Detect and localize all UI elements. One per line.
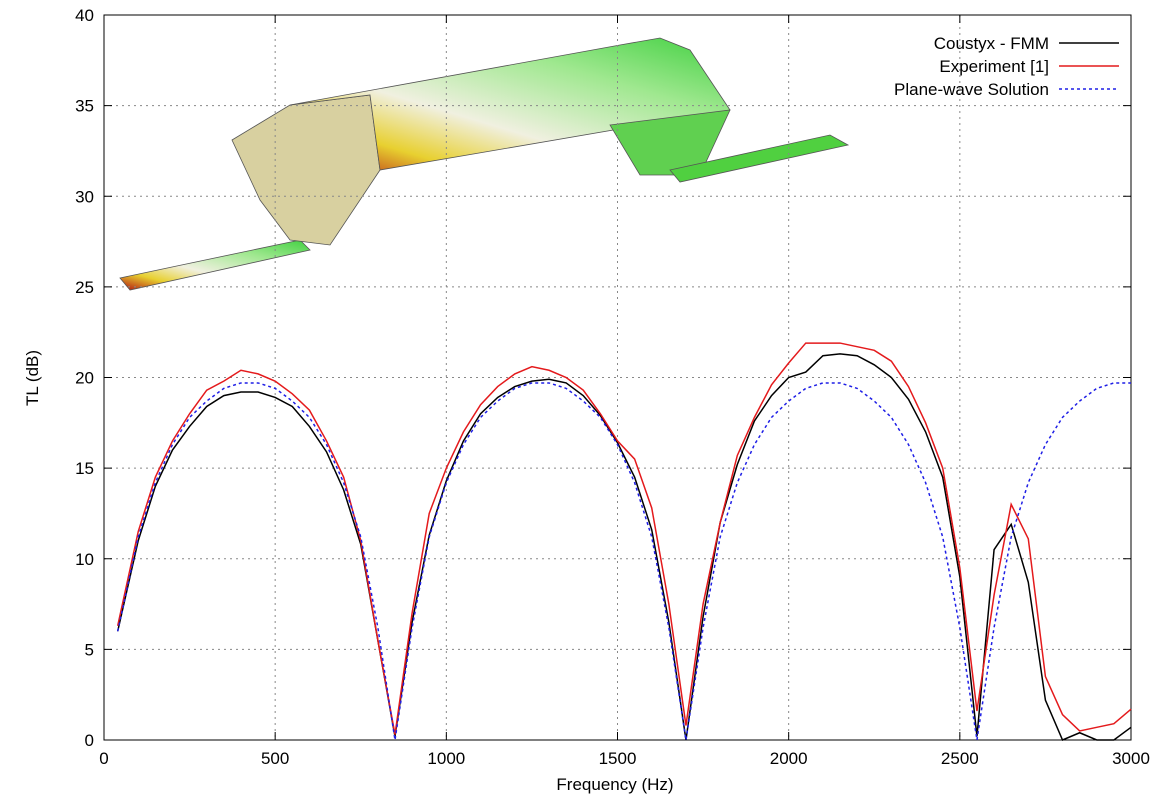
y-tick-label: 0 (85, 731, 94, 750)
duct-illustration (120, 38, 848, 290)
y-tick-label: 35 (75, 97, 94, 116)
data-line (118, 383, 1131, 740)
legend-label: Coustyx - FMM (934, 34, 1049, 53)
legend-label: Plane-wave Solution (894, 80, 1049, 99)
x-tick-label: 500 (261, 749, 289, 768)
x-axis-label: Frequency (Hz) (556, 775, 673, 794)
x-tick-label: 1000 (427, 749, 465, 768)
x-tick-label: 0 (99, 749, 108, 768)
y-axis-label: TL (dB) (23, 350, 42, 406)
y-tick-label: 10 (75, 550, 94, 569)
y-tick-label: 40 (75, 6, 94, 25)
y-tick-label: 5 (85, 640, 94, 659)
data-line (118, 354, 1131, 740)
x-tick-label: 3000 (1112, 749, 1150, 768)
y-tick-label: 15 (75, 459, 94, 478)
y-tick-label: 20 (75, 369, 94, 388)
data-line (118, 343, 1131, 735)
chart: Frequency (Hz) TL (dB) 0 5 10 15 20 25 30 35 40 0… (0, 0, 1167, 810)
y-tick-label: 30 (75, 187, 94, 206)
x-tick-label: 2500 (941, 749, 979, 768)
x-tick-label: 1500 (599, 749, 637, 768)
x-tick-label: 2000 (770, 749, 808, 768)
legend: Coustyx - FMM Experiment [1] Plane-wave So… (894, 34, 1119, 99)
legend-label: Experiment [1] (939, 57, 1049, 76)
y-tick-label: 25 (75, 278, 94, 297)
